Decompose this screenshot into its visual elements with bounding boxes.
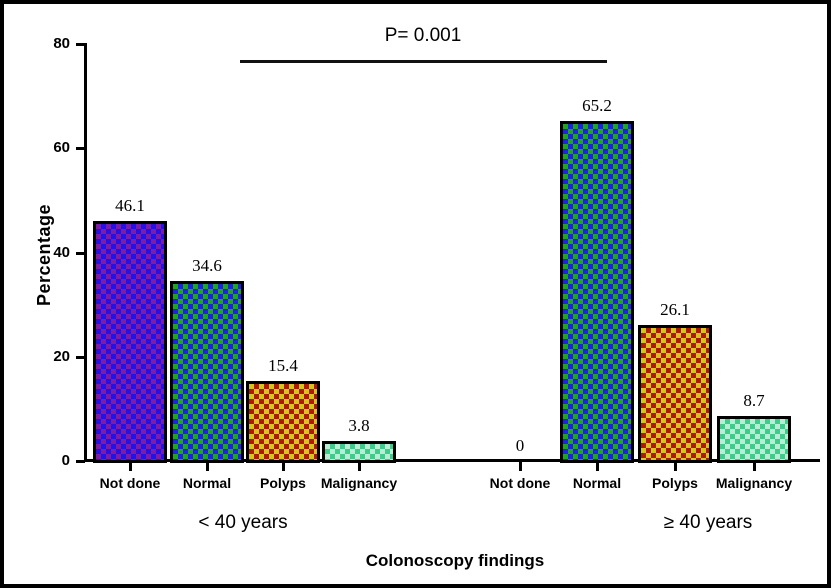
y-tick-mark xyxy=(76,356,85,359)
bar-value-label: 46.1 xyxy=(115,196,145,215)
p-value-label: P= 0.001 xyxy=(384,25,462,46)
bar-value-label: 3.8 xyxy=(348,416,370,435)
x-category-label: Normal xyxy=(572,475,622,491)
y-tick-mark xyxy=(76,252,85,255)
bar-value-label: 0 xyxy=(515,436,525,455)
x-axis-line xyxy=(84,459,820,462)
y-tick-label: 40 xyxy=(53,244,70,261)
x-tick-mark xyxy=(282,461,285,471)
x-tick-mark xyxy=(596,461,599,471)
x-tick-mark xyxy=(358,461,361,471)
x-category-label: Polyps xyxy=(260,475,306,491)
x-category-label: Malignancy xyxy=(320,475,398,491)
y-tick-mark xyxy=(76,43,85,46)
bar-malignancy xyxy=(717,416,791,463)
x-tick-mark xyxy=(129,461,132,471)
y-tick-label: 20 xyxy=(53,348,70,365)
x-category-label: Polyps xyxy=(652,475,698,491)
x-tick-mark xyxy=(206,461,209,471)
bar-value-label: 15.4 xyxy=(268,356,298,375)
x-category-label: Normal xyxy=(182,475,232,491)
y-tick-label: 60 xyxy=(53,139,70,156)
bar-value-label: 65.2 xyxy=(582,96,612,115)
bar-normal xyxy=(170,281,244,463)
bar-polyps xyxy=(638,325,712,463)
bar-value-label: 26.1 xyxy=(660,300,690,319)
x-tick-mark xyxy=(674,461,677,471)
bar-value-label: 34.6 xyxy=(192,256,222,275)
bar-malignancy xyxy=(322,441,396,463)
x-category-label: Malignancy xyxy=(715,475,793,491)
x-tick-mark xyxy=(753,461,756,471)
bar-normal xyxy=(560,121,634,463)
group-label: < 40 years xyxy=(198,512,288,533)
y-axis-line xyxy=(84,43,87,462)
x-category-label: Not done xyxy=(489,475,551,491)
bar-polyps xyxy=(246,381,320,463)
y-tick-mark xyxy=(76,460,85,463)
y-tick-label: 80 xyxy=(53,35,70,52)
x-axis-title: Colonoscopy findings xyxy=(365,551,545,570)
y-tick-mark xyxy=(76,147,85,150)
group-label: ≥ 40 years xyxy=(663,512,753,533)
bar-value-label: 8.7 xyxy=(743,391,765,410)
bar-not-done xyxy=(93,221,167,463)
significance-line xyxy=(240,60,607,63)
x-tick-mark xyxy=(519,461,522,471)
y-tick-label: 0 xyxy=(61,452,70,469)
x-category-label: Not done xyxy=(99,475,161,491)
